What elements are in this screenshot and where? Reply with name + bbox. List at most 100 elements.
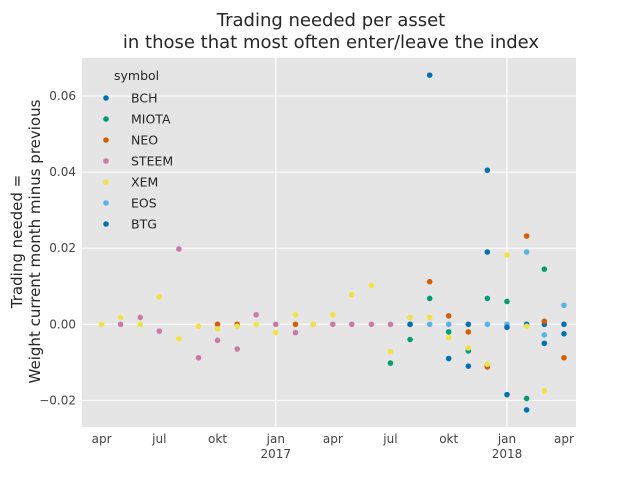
y-tick-label: −0.02 <box>39 393 76 407</box>
data-point <box>330 311 336 318</box>
legend-marker <box>103 137 109 143</box>
data-point <box>407 336 413 343</box>
data-point <box>137 321 144 328</box>
series-steem <box>117 246 413 361</box>
data-point <box>426 321 433 328</box>
data-point <box>310 321 316 328</box>
legend-title: symbol <box>114 68 159 83</box>
y-tick-label: 0.00 <box>49 317 76 331</box>
data-point <box>465 321 472 328</box>
data-point <box>253 321 259 328</box>
data-point <box>541 332 548 338</box>
data-point <box>214 321 221 328</box>
x-tick-label: apr <box>92 432 112 446</box>
x-tick-label: jul <box>382 432 397 446</box>
data-point <box>504 298 510 305</box>
data-point <box>523 407 530 413</box>
data-point <box>561 302 567 309</box>
chart-title: Trading needed per asset in those that mo… <box>123 10 540 53</box>
data-point <box>561 354 567 361</box>
data-point <box>253 311 259 318</box>
data-point <box>117 314 124 321</box>
data-point <box>273 329 279 336</box>
x-tick-label: okt <box>439 432 458 446</box>
data-point <box>541 388 548 394</box>
data-point <box>156 294 163 300</box>
data-point <box>137 314 144 321</box>
legend-label: BTG <box>131 217 157 232</box>
data-point <box>349 291 355 298</box>
data-point <box>465 329 472 335</box>
data-point <box>176 246 182 252</box>
data-point <box>465 345 472 351</box>
legend-label: XEM <box>131 175 158 190</box>
data-point <box>292 321 299 328</box>
data-point <box>426 72 433 78</box>
data-point <box>523 395 530 402</box>
data-point <box>561 330 567 337</box>
data-point <box>445 334 452 341</box>
data-point <box>387 321 394 328</box>
data-point <box>541 318 548 325</box>
grid-lines <box>82 58 576 427</box>
data-point <box>484 249 491 255</box>
data-point <box>368 321 375 328</box>
legend-label: NEO <box>131 133 158 148</box>
data-point <box>504 391 510 398</box>
data-point <box>387 348 394 355</box>
data-point <box>484 295 491 302</box>
data-point <box>407 314 413 321</box>
data-point <box>214 337 221 344</box>
legend-marker <box>103 221 109 227</box>
data-point <box>484 321 491 328</box>
y-tick-label: 0.02 <box>49 241 76 255</box>
x-tick-year-label: 2018 <box>492 447 523 461</box>
data-point <box>541 340 548 347</box>
data-point <box>504 324 510 331</box>
series-xem <box>98 252 548 394</box>
data-point <box>445 329 452 335</box>
data-point <box>214 326 221 332</box>
data-point <box>523 323 530 329</box>
data-point <box>541 266 548 272</box>
data-point <box>561 321 567 328</box>
y-axis-ticks: 0.06 0.04 0.02 0.00 −0.02 <box>39 89 76 407</box>
data-point <box>445 321 452 328</box>
data-point <box>195 354 202 361</box>
data-point <box>484 167 491 174</box>
legend-marker <box>103 116 109 122</box>
legend: symbol BCH MIOTA NEO STEEM XEM EOS BTG <box>103 68 173 232</box>
legend-marker <box>103 158 109 164</box>
x-tick-label: apr <box>323 432 343 446</box>
data-point <box>234 346 240 352</box>
data-point <box>292 329 299 336</box>
legend-marker <box>103 200 109 206</box>
data-point <box>349 321 355 328</box>
data-point <box>387 360 394 366</box>
x-tick-label: jan <box>266 432 285 446</box>
data-point <box>504 252 510 258</box>
data-point <box>98 321 105 328</box>
series-btg <box>407 321 510 331</box>
data-points <box>98 72 567 413</box>
x-tick-label: okt <box>208 432 227 446</box>
x-tick-label: apr <box>554 432 574 446</box>
data-point <box>445 355 452 362</box>
plot-area <box>82 58 576 427</box>
data-point <box>426 314 433 321</box>
data-point <box>156 328 163 334</box>
data-point <box>273 321 279 328</box>
data-point <box>407 321 413 328</box>
y-tick-label: 0.04 <box>49 165 76 179</box>
data-point <box>330 321 336 328</box>
data-point <box>523 233 530 239</box>
legend-label: BCH <box>131 91 157 106</box>
data-point <box>484 361 491 368</box>
data-point <box>292 311 299 318</box>
data-point <box>195 323 202 329</box>
x-tick-label: jul <box>151 432 166 446</box>
data-point <box>523 249 530 255</box>
y-tick-label: 0.06 <box>49 89 76 103</box>
